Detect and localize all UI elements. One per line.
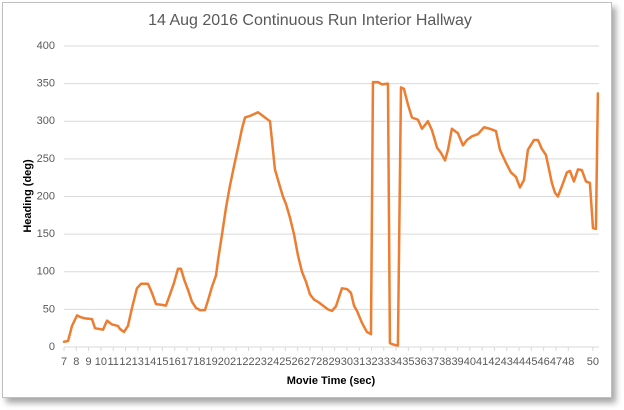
y-tick-label: 50	[43, 303, 55, 315]
x-tick-label: 12	[119, 356, 131, 368]
x-tick-label: 25	[279, 356, 291, 368]
x-tick-label: 13	[132, 356, 144, 368]
x-tick-label: 7	[61, 356, 67, 368]
y-tick-label: 400	[37, 40, 55, 52]
x-tick-label: 16	[169, 356, 181, 368]
x-tick-label: 15	[156, 356, 168, 368]
x-tick-label: 36	[415, 356, 427, 368]
x-tick-label: 17	[181, 356, 193, 368]
x-tick-label: 19	[205, 356, 217, 368]
x-tick-label: 14	[144, 356, 156, 368]
x-tick-label: 35	[402, 356, 414, 368]
y-axis-title: Heading (deg)	[22, 159, 34, 233]
x-tick-label: 20	[218, 356, 230, 368]
x-tick-label: 10	[95, 356, 107, 368]
x-tick-label: 21	[230, 356, 242, 368]
y-tick-label: 350	[37, 78, 55, 90]
x-tick-label: 38	[439, 356, 451, 368]
x-tick-label: 31	[353, 356, 365, 368]
x-tick-label: 24	[267, 356, 279, 368]
x-tick-label: 22	[242, 356, 254, 368]
x-axis-title: Movie Time (sec)	[287, 375, 376, 387]
x-tick-label: 45	[525, 356, 537, 368]
x-tick-label: 34	[390, 356, 402, 368]
x-tick-label: 44	[513, 356, 525, 368]
x-tick-label: 50	[587, 356, 599, 368]
x-tick-label: 41	[476, 356, 488, 368]
x-tick-label: 32	[365, 356, 377, 368]
x-tick-label: 29	[328, 356, 340, 368]
x-tick-label: 48	[562, 356, 574, 368]
x-tick-label: 33	[378, 356, 390, 368]
x-tick-label: 9	[86, 356, 92, 368]
y-tick-label: 0	[49, 341, 55, 353]
x-tick-label: 30	[341, 356, 353, 368]
x-tick-label: 42	[488, 356, 500, 368]
x-tick-label: 47	[550, 356, 562, 368]
data-line	[62, 80, 600, 347]
x-tick-label: 18	[193, 356, 205, 368]
y-tick-label: 100	[37, 266, 55, 278]
x-tick-label: 40	[464, 356, 476, 368]
x-tick-label: 43	[501, 356, 513, 368]
x-tick-label: 11	[107, 356, 118, 368]
x-tick-label: 23	[255, 356, 267, 368]
chart-title: 14 Aug 2016 Continuous Run Interior Hall…	[148, 12, 472, 29]
y-tick-label: 200	[37, 190, 55, 202]
x-tick-label: 27	[304, 356, 316, 368]
x-tick-label: 46	[538, 356, 550, 368]
x-tick-label: 28	[316, 356, 328, 368]
x-tick-label: 26	[292, 356, 304, 368]
y-tick-label: 250	[37, 153, 55, 165]
x-tick-label: 39	[451, 356, 463, 368]
y-tick-label: 300	[37, 115, 55, 127]
x-tick-label: 37	[427, 356, 439, 368]
y-tick-label: 150	[37, 228, 55, 240]
x-tick-label: 8	[73, 356, 79, 368]
chart-frame	[2, 2, 612, 398]
